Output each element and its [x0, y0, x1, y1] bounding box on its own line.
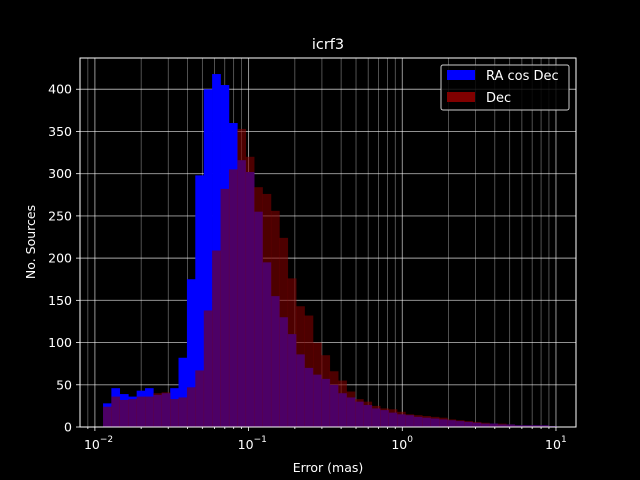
histogram-bar — [203, 310, 213, 427]
y-tick-label: 50 — [56, 377, 72, 392]
chart-title: icrf3 — [312, 37, 344, 53]
histogram-bar — [270, 210, 280, 427]
histogram-bar — [128, 399, 137, 427]
x-axis-ticks: 10 −2 10 −1 10 0 10 1 — [84, 427, 567, 452]
histogram-bar — [195, 175, 205, 427]
histogram-bar — [539, 425, 549, 427]
y-tick-label: 300 — [48, 166, 72, 181]
histogram-bar — [422, 416, 431, 427]
y-tick-label: 0 — [64, 420, 72, 435]
legend-label-ra-cos-dec: RA cos Dec — [486, 69, 559, 84]
histogram-bar — [489, 423, 499, 427]
histogram-bar — [405, 414, 415, 427]
histogram-bar — [430, 416, 440, 427]
histogram-bar — [329, 371, 339, 427]
series-dec — [103, 128, 557, 427]
y-axis-ticks: 0 50 100 150 200 250 300 350 400 — [48, 82, 80, 435]
histogram-bar — [296, 306, 305, 427]
histogram-bar — [145, 396, 154, 427]
histogram-bar — [455, 420, 465, 427]
y-tick-label: 200 — [48, 251, 72, 266]
histogram-bar — [262, 193, 272, 427]
histogram-bar — [186, 279, 196, 427]
histogram-bar — [439, 417, 448, 427]
histogram-bar — [354, 399, 364, 427]
histogram-bar — [170, 399, 179, 427]
legend: RA cos Dec Dec — [440, 64, 570, 111]
histogram-bar — [111, 396, 120, 427]
histogram-bar — [523, 425, 532, 427]
x-tick-label-exponent: 0 — [407, 435, 413, 445]
histogram-bar — [531, 425, 541, 427]
y-axis-label: No. Sources — [23, 205, 38, 279]
histogram-bar — [497, 423, 507, 427]
histogram-bar — [245, 156, 255, 427]
legend-label-dec: Dec — [486, 91, 511, 106]
histogram-bar — [254, 187, 263, 427]
histogram-bar — [103, 406, 112, 427]
x-tick-label-exponent: −1 — [254, 435, 267, 445]
histogram-bar — [321, 355, 331, 427]
histogram-bar — [413, 415, 423, 427]
x-tick-label: 10 — [238, 437, 254, 452]
histogram-bar — [279, 237, 289, 427]
histogram-bar — [136, 396, 146, 427]
histogram-bar — [464, 421, 473, 427]
histogram-bar — [203, 89, 213, 428]
histogram-bar — [220, 188, 230, 427]
histogram-bar — [380, 408, 389, 427]
histogram-bars — [103, 74, 557, 428]
histogram-bar — [237, 128, 247, 427]
y-tick-label: 250 — [48, 208, 72, 223]
x-tick-label: 10 — [84, 437, 100, 452]
histogram-bar — [119, 399, 129, 427]
histogram-bar — [506, 424, 515, 427]
histogram-bar — [178, 397, 188, 427]
histogram-bar — [338, 380, 347, 427]
y-tick-label: 400 — [48, 82, 72, 97]
histogram-bar — [481, 422, 490, 427]
y-tick-label: 350 — [48, 124, 72, 139]
histogram-bar — [312, 342, 322, 427]
histogram-bar — [346, 391, 356, 427]
histogram-bar — [228, 169, 238, 427]
histogram-bar — [287, 278, 297, 427]
histogram-bar — [514, 425, 524, 427]
y-tick-label: 150 — [48, 293, 72, 308]
histogram-bar — [388, 409, 398, 427]
histogram-bar — [186, 387, 196, 427]
histogram-bar — [212, 250, 221, 427]
legend-swatch-ra-cos-dec — [447, 70, 475, 80]
plot-frame — [79, 57, 577, 428]
histogram-bar — [304, 315, 314, 427]
histogram-bar — [472, 421, 482, 427]
histogram-bar — [161, 392, 171, 427]
histogram-bar — [447, 419, 457, 427]
histogram-bar — [153, 393, 162, 427]
histogram-bar — [212, 74, 221, 427]
x-tick-label: 10 — [391, 437, 407, 452]
x-tick-label-exponent: −2 — [100, 435, 113, 445]
x-axis-label: Error (mas) — [293, 460, 364, 475]
legend-swatch-dec — [447, 92, 475, 102]
histogram-bar — [396, 411, 406, 427]
x-tick-label: 10 — [545, 437, 561, 452]
x-tick-label-exponent: 1 — [561, 435, 567, 445]
y-tick-label: 100 — [48, 335, 72, 350]
histogram-bar — [371, 405, 381, 427]
histogram-bar — [178, 357, 188, 427]
histogram-bar — [363, 401, 373, 427]
histogram-bar — [195, 370, 205, 427]
